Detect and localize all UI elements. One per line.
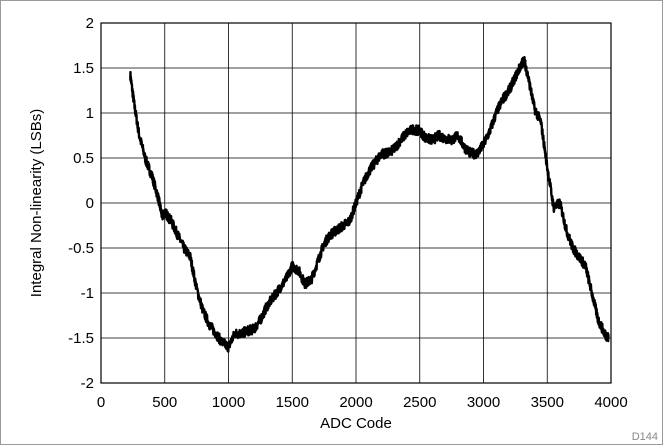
x-tick-label: 1000 bbox=[212, 394, 245, 411]
figure-id-label: D144 bbox=[632, 431, 658, 443]
y-axis-title: Integral Non-linearity (LSBs) bbox=[28, 109, 45, 297]
y-tick-label: -1.5 bbox=[68, 330, 94, 347]
x-tick-label: 0 bbox=[97, 394, 105, 411]
y-tick-label: -2 bbox=[81, 375, 94, 392]
x-tick-label: 2000 bbox=[339, 394, 372, 411]
x-tick-label: 2500 bbox=[403, 394, 436, 411]
y-tick-label: -1 bbox=[81, 285, 94, 302]
x-tick-label: 500 bbox=[152, 394, 177, 411]
y-tick-label: 0.5 bbox=[73, 150, 94, 167]
inl-series-line bbox=[129, 55, 610, 353]
plot-frame bbox=[100, 22, 612, 384]
x-tick-label: 3000 bbox=[467, 394, 500, 411]
axis-ticks: 0 500 1000 1500 2000 2500 3000 3500 4000 -2 -1.5 -1… bbox=[68, 15, 628, 411]
x-tick-label: 4000 bbox=[594, 394, 627, 411]
x-axis-title: ADC Code bbox=[320, 415, 392, 432]
plot-series bbox=[129, 55, 610, 353]
x-tick-label: 3500 bbox=[531, 394, 564, 411]
y-tick-label: 1.5 bbox=[73, 60, 94, 77]
y-tick-label: 1 bbox=[86, 105, 94, 122]
y-tick-label: -0.5 bbox=[68, 240, 94, 257]
x-tick-label: 1500 bbox=[276, 394, 309, 411]
y-tick-label: 2 bbox=[86, 15, 94, 32]
y-tick-label: 0 bbox=[86, 195, 94, 212]
